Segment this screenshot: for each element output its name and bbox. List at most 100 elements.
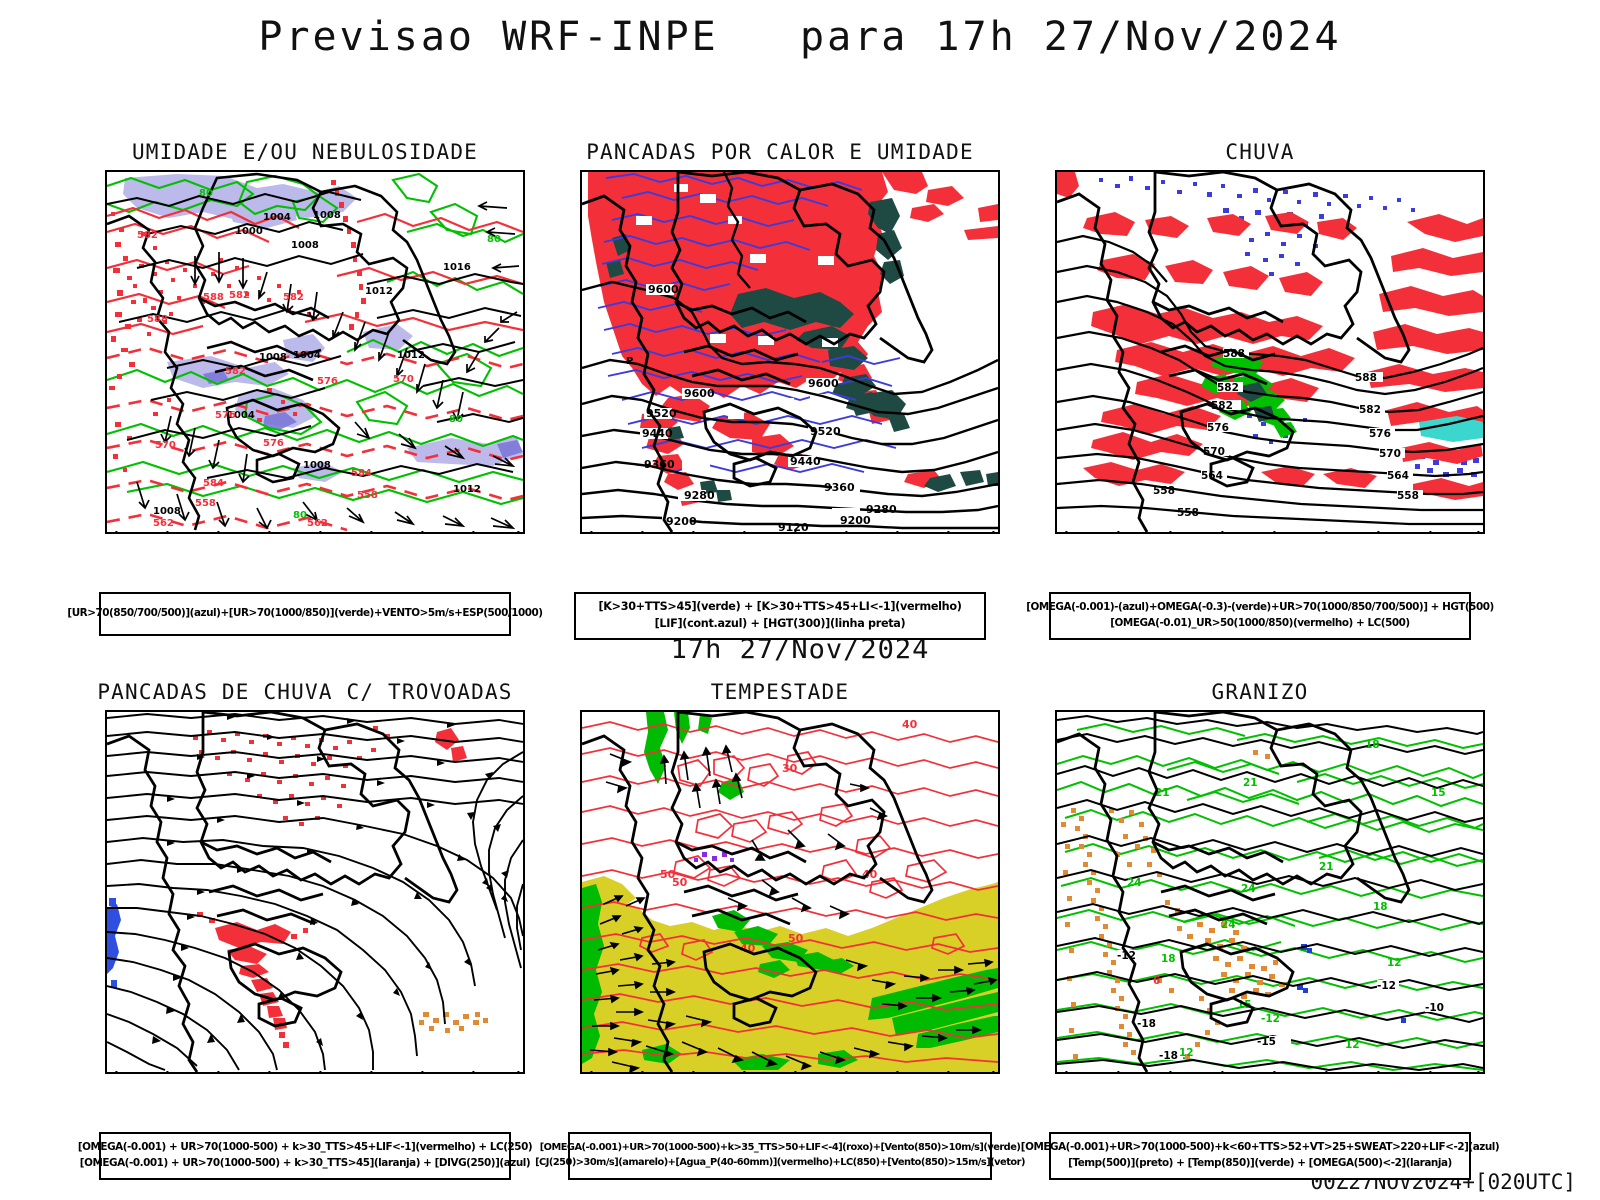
panel-title-umidade: UMIDADE E/OU NEBULOSIDADE — [131, 140, 479, 164]
svg-text:P: P — [626, 356, 633, 367]
legend-chuva: [OMEGA(-0.001)-(azul)+OMEGA(-0.3)-(verde… — [1026, 592, 1494, 640]
map-canvas-tempestade: 40 30 40 50 50 50 40 — [582, 712, 998, 1072]
map-canvas-granizo: -12 -18 -12 -10 -18 -15 18 6 15 -12 12 — [1057, 712, 1483, 1072]
svg-text:9440: 9440 — [790, 455, 821, 468]
svg-text:558: 558 — [357, 490, 378, 501]
map-frame-pancadas-trovoadas: 12S 15S 18S 21S 24S 27S 30S 33S 36S 39S … — [105, 710, 525, 1074]
svg-text:6: 6 — [1153, 975, 1160, 987]
svg-text:9600: 9600 — [684, 387, 715, 400]
legend-line: [OMEGA(-0.01)_UR>50(1000/850)(vermelho) … — [1110, 617, 1410, 629]
svg-text:21: 21 — [1319, 861, 1334, 873]
svg-text:9520: 9520 — [646, 407, 677, 420]
panel-title-chuva: CHUVA — [1225, 140, 1295, 164]
svg-text:570: 570 — [1379, 448, 1401, 460]
svg-text:21: 21 — [1243, 777, 1258, 789]
svg-text:18: 18 — [1373, 901, 1388, 913]
svg-text:18: 18 — [1365, 739, 1380, 751]
svg-text:1012: 1012 — [453, 484, 481, 495]
legend-granizo: [OMEGA(-0.001)+UR>70(1000-500)+k<60+TTS>… — [1021, 1132, 1500, 1180]
svg-text:1008: 1008 — [153, 506, 181, 517]
svg-text:558: 558 — [195, 498, 216, 509]
map-frame-tempestade: 40 30 40 50 50 50 40 — [580, 710, 1000, 1074]
svg-text:1008: 1008 — [259, 352, 287, 363]
svg-text:588: 588 — [1223, 348, 1245, 360]
svg-text:40: 40 — [902, 718, 918, 731]
panel-title-tempestade: TEMPESTADE — [710, 680, 850, 704]
svg-text:80: 80 — [293, 510, 307, 521]
svg-text:9440: 9440 — [642, 427, 673, 440]
svg-text:50: 50 — [660, 868, 676, 881]
svg-text:1000: 1000 — [235, 226, 263, 237]
svg-text:21: 21 — [1155, 787, 1170, 799]
svg-text:-12: -12 — [1377, 980, 1396, 992]
panel-title-granizo: GRANIZO — [1211, 680, 1309, 704]
svg-text:558: 558 — [1397, 490, 1419, 502]
legend-line: [Temp(500)](preto) + [Temp(850)](verde) … — [1068, 1157, 1452, 1169]
legend-line: [CJ(250)>30m/s](amarelo)+[Agua_P(40-60mm… — [535, 1157, 1025, 1168]
svg-text:576: 576 — [215, 410, 236, 421]
svg-text:588: 588 — [147, 314, 168, 325]
svg-text:570: 570 — [1203, 446, 1225, 458]
legend-tempestade: [OMEGA(-0.001)+UR>70(1000-500)+k>35_TTS>… — [535, 1132, 1025, 1180]
svg-text:-12: -12 — [1261, 1013, 1280, 1025]
svg-text:9600: 9600 — [648, 283, 679, 296]
svg-text:9360: 9360 — [824, 481, 855, 494]
svg-text:588: 588 — [1355, 372, 1377, 384]
panel-title-pancadas-calor: PANCADAS POR CALOR E UMIDADE — [586, 140, 974, 164]
legend-line: [UR>70(850/700/500)](azul)+[UR>70(1000/8… — [67, 607, 543, 620]
map-frame-pancadas-calor: 9600 9600 9600 9520 9520 9440 9440 9360 … — [580, 170, 1000, 534]
panel-granizo: GRANIZO — [1021, 680, 1500, 1180]
svg-text:576: 576 — [317, 376, 338, 387]
svg-text:1012: 1012 — [397, 350, 425, 361]
svg-text:9520: 9520 — [810, 425, 841, 438]
svg-text:9280: 9280 — [866, 503, 897, 516]
svg-text:562: 562 — [153, 518, 174, 529]
svg-text:50: 50 — [672, 876, 688, 889]
svg-text:9600: 9600 — [808, 377, 839, 390]
svg-text:582: 582 — [283, 292, 304, 303]
svg-text:564: 564 — [1387, 470, 1409, 482]
legend-pancadas-trovoadas: [OMEGA(-0.001) + UR>70(1000-500) + k>30_… — [78, 1132, 533, 1180]
svg-text:582: 582 — [1211, 400, 1233, 412]
panel-pancadas-calor: PANCADAS POR CALOR E UMIDADE — [560, 140, 1000, 640]
svg-text:30: 30 — [782, 762, 798, 775]
legend-line: [K>30+TTS>45](verde) + [K>30+TTS>45+LI<-… — [598, 600, 962, 614]
legend-line: [LIF](cont.azul) + [HGT(300)](linha pret… — [654, 617, 906, 630]
map-frame-umidade: 1008 1004 1000 1008 1012 1016 1004 1008 … — [105, 170, 525, 534]
svg-text:1016: 1016 — [443, 262, 471, 273]
svg-text:582: 582 — [137, 230, 158, 241]
svg-text:1004: 1004 — [263, 212, 291, 223]
map-canvas-pancadas-trovoadas — [107, 712, 523, 1072]
svg-text:9360: 9360 — [644, 458, 675, 471]
svg-text:-18: -18 — [1137, 1018, 1156, 1030]
legend-line: [OMEGA(-0.001) + UR>70(1000-500) + k>30_… — [77, 1141, 533, 1154]
svg-text:582: 582 — [1359, 404, 1381, 416]
svg-text:24: 24 — [1241, 883, 1256, 895]
svg-text:15: 15 — [1431, 787, 1446, 799]
legend-line: [OMEGA(-0.001) + UR>70(1000-500) + k>30_… — [79, 1157, 531, 1169]
legend-pancadas-calor: [K>30+TTS>45](verde) + [K>30+TTS>45+LI<-… — [574, 592, 986, 640]
svg-text:9280: 9280 — [684, 489, 715, 502]
svg-text:9120: 9120 — [778, 521, 809, 532]
svg-text:12: 12 — [1179, 1047, 1194, 1059]
legend-line: [OMEGA(-0.001)+UR>70(1000-500)+k>35_TTS>… — [539, 1142, 1021, 1154]
svg-text:9200: 9200 — [666, 515, 697, 528]
svg-text:1004: 1004 — [227, 410, 255, 421]
svg-text:582: 582 — [229, 290, 250, 301]
svg-text:1008: 1008 — [313, 210, 341, 221]
map-frame-granizo: -12 -18 -12 -10 -18 -15 18 6 15 -12 12 — [1055, 710, 1485, 1074]
svg-text:558: 558 — [1153, 485, 1175, 497]
svg-text:1008: 1008 — [303, 460, 331, 471]
svg-text:24: 24 — [1127, 877, 1142, 889]
svg-text:-15: -15 — [1257, 1036, 1276, 1048]
svg-text:80: 80 — [199, 188, 213, 199]
panel-title-pancadas-trovoadas: PANCADAS DE CHUVA C/ TROVOADAS — [97, 680, 513, 704]
svg-text:24: 24 — [1221, 919, 1236, 931]
svg-text:584: 584 — [203, 478, 224, 489]
svg-text:576: 576 — [1207, 422, 1229, 434]
legend-line: [OMEGA(-0.001)-(azul)+OMEGA(-0.3)-(verde… — [1026, 601, 1494, 614]
svg-text:80: 80 — [487, 234, 501, 245]
svg-text:576: 576 — [263, 438, 284, 449]
svg-text:18: 18 — [1161, 953, 1176, 965]
svg-text:570: 570 — [155, 440, 176, 451]
